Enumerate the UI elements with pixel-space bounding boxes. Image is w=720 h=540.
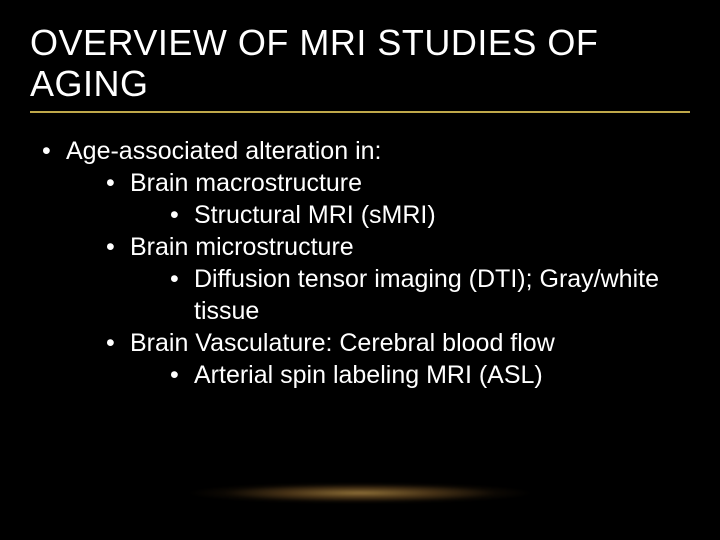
slide: OVERVIEW OF MRI STUDIES OF AGING Age-ass… [0, 0, 720, 540]
bullet-text: Brain Vasculature: Cerebral blood flow [130, 329, 555, 357]
bullet-item: Age-associated alteration in: Brain macr… [42, 135, 690, 391]
bullet-item: Brain microstructure Diffusion tensor im… [106, 231, 690, 327]
bullet-item: Brain macrostructure Structural MRI (sMR… [106, 167, 690, 231]
bullet-text: Arterial spin labeling MRI (ASL) [194, 361, 543, 389]
bullet-list-level1: Age-associated alteration in: Brain macr… [30, 135, 690, 391]
bullet-list-level3: Diffusion tensor imaging (DTI); Gray/whi… [130, 263, 690, 327]
bullet-item: Arterial spin labeling MRI (ASL) [170, 359, 690, 391]
bottom-glow-decoration [150, 480, 570, 506]
slide-content: Age-associated alteration in: Brain macr… [30, 135, 690, 391]
bullet-text: Brain microstructure [130, 233, 354, 261]
bullet-item: Structural MRI (sMRI) [170, 199, 690, 231]
bullet-item: Brain Vasculature: Cerebral blood flow A… [106, 327, 690, 391]
bullet-list-level2: Brain macrostructure Structural MRI (sMR… [66, 167, 690, 391]
bullet-text: Brain macrostructure [130, 169, 362, 197]
title-underline [30, 111, 690, 113]
bullet-item: Diffusion tensor imaging (DTI); Gray/whi… [170, 263, 690, 327]
slide-title: OVERVIEW OF MRI STUDIES OF AGING [30, 22, 690, 105]
bullet-text: Structural MRI (sMRI) [194, 201, 436, 229]
bullet-text: Diffusion tensor imaging (DTI); Gray/whi… [194, 265, 659, 325]
bullet-text: Age-associated alteration in: [66, 137, 381, 165]
bullet-list-level3: Arterial spin labeling MRI (ASL) [130, 359, 690, 391]
bullet-list-level3: Structural MRI (sMRI) [130, 199, 690, 231]
